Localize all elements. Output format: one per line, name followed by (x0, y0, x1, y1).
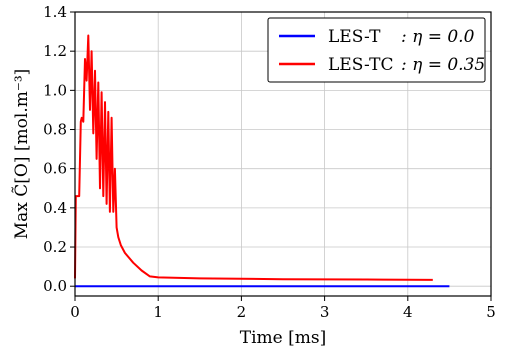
plot-frame (74, 11, 492, 297)
legend-box (267, 17, 486, 83)
x-tick-label: 4 (403, 303, 413, 321)
legend: LES-T : η = 0.0 LES-TC : η = 0.35 (267, 17, 486, 83)
y-ticks: 0.0 0.2 0.4 0.6 0.8 1.0 1.2 1.4 (43, 3, 75, 295)
legend-eta: : η = 0.0 (401, 27, 475, 47)
legend-eta: : η = 0.35 (401, 55, 485, 75)
series-line-les-tc (74, 34, 433, 281)
legend-label: LES-T (328, 27, 381, 47)
legend-label: LES-TC (328, 55, 393, 75)
x-ticks: 0 1 2 3 4 5 (70, 296, 496, 321)
y-tick-label: 0.0 (43, 277, 67, 295)
y-tick-label: 1.4 (43, 3, 67, 21)
x-tick-label: 3 (320, 303, 330, 321)
y-tick-label: 0.4 (43, 199, 67, 217)
x-tick-label: 0 (70, 303, 80, 321)
y-axis-label: Max C̃[O] [mol.m⁻³] (12, 69, 32, 240)
x-tick-label: 5 (486, 303, 496, 321)
y-tick-label: 0.8 (43, 121, 67, 139)
x-tick-label: 2 (237, 303, 247, 321)
y-tick-label: 1.0 (43, 81, 67, 99)
y-tick-label: 0.6 (43, 160, 67, 178)
series-layer (74, 34, 450, 288)
x-tick-label: 1 (153, 303, 163, 321)
y-tick-label: 1.2 (43, 42, 67, 60)
y-tick-label: 0.2 (43, 238, 67, 256)
x-axis-label: Time [ms] (240, 328, 326, 348)
